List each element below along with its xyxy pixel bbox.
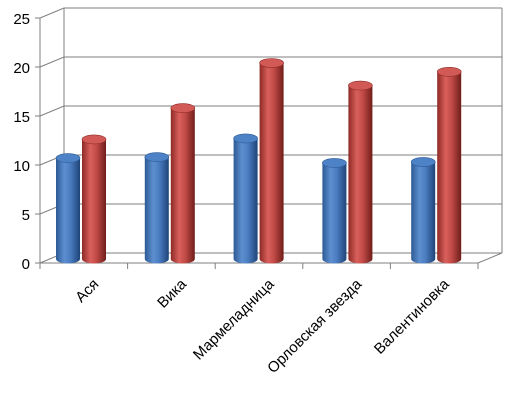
- y-tick-label: 10: [13, 158, 30, 175]
- y-tick-label: 20: [13, 60, 30, 77]
- bar-series-2: [259, 58, 284, 264]
- y-axis-tick-labels: 0 5 10 15 20 25: [13, 11, 30, 273]
- bar-series-1: [55, 153, 81, 264]
- bar-series-2: [81, 134, 107, 264]
- bar-series-2: [348, 80, 373, 264]
- y-tick-label: 25: [13, 11, 30, 28]
- x-tick-label: Валентиновка: [371, 275, 453, 357]
- y-tick-label: 15: [13, 109, 30, 126]
- x-tick-label: Ася: [72, 276, 102, 306]
- bars: [55, 58, 462, 264]
- bar-series-2: [170, 103, 196, 264]
- gridline: [39, 7, 502, 19]
- bar-series-1: [144, 152, 170, 264]
- bar-series-1: [322, 158, 347, 264]
- bar-series-2: [436, 67, 462, 264]
- bar-series-1: [410, 157, 436, 264]
- y-tick-label: 0: [22, 256, 30, 273]
- bar-series-1: [233, 133, 258, 264]
- x-tick-label: Орловская звезда: [264, 275, 366, 377]
- x-tick-label: Мармеладница: [190, 275, 278, 363]
- y-tick-label: 5: [22, 207, 30, 224]
- x-tick-label: Вика: [154, 275, 190, 311]
